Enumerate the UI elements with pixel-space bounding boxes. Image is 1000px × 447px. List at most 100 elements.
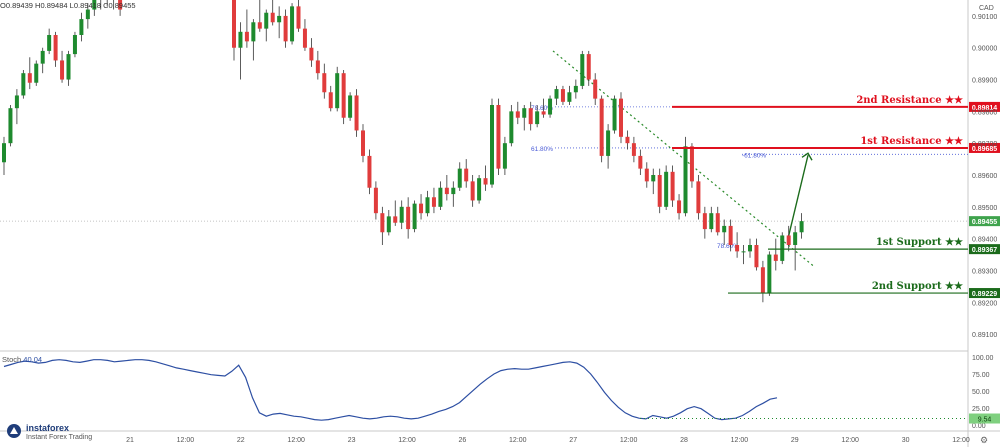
candle-up <box>554 89 559 99</box>
candle-up <box>741 251 746 253</box>
candle-down <box>754 245 759 268</box>
candle-down <box>586 54 591 80</box>
logo-tagline: Instant Forex Trading <box>26 434 93 441</box>
settings-gear-icon: ⚙ <box>980 435 988 445</box>
time-tick-label: 12:00 <box>287 437 305 444</box>
candle-down <box>270 12 275 23</box>
candle-down <box>367 155 372 188</box>
price-tick-label: 0.89200 <box>972 300 997 307</box>
candle-up <box>606 130 611 156</box>
stoch-line <box>3 359 778 421</box>
current-price-tag <box>969 216 1000 227</box>
candle-up <box>567 92 572 102</box>
candle-up <box>477 178 482 201</box>
price-tick-label: 0.89600 <box>972 173 997 180</box>
currency-label: CAD <box>979 5 994 12</box>
time-tick-label: 27 <box>569 437 577 444</box>
candle-down <box>296 6 301 29</box>
candle-down <box>361 130 365 156</box>
high-value: H0.89484 <box>35 1 68 10</box>
forecast-arrow <box>787 155 809 239</box>
price-tag <box>969 101 1000 112</box>
price-tag-label: 0.89367 <box>972 247 997 254</box>
candle-up <box>767 254 772 293</box>
candle-down <box>431 197 436 207</box>
candle-up <box>66 54 71 80</box>
stoch-label: Stoch 40.04 <box>2 355 42 364</box>
current-price-tag-label: 0.89455 <box>972 219 997 226</box>
stoch-tick-label: 25.00 <box>972 406 990 413</box>
candle-up <box>386 216 391 233</box>
candle-down <box>283 15 288 42</box>
candle-up <box>573 85 578 93</box>
logo-icon <box>7 424 21 438</box>
candle-up <box>683 146 688 214</box>
candle-up <box>34 63 39 83</box>
candle-down <box>341 73 346 118</box>
candle-up <box>793 232 798 245</box>
price-tag <box>969 244 1000 255</box>
time-tick-label: 23 <box>348 437 356 444</box>
price-tick-label: 0.89500 <box>972 205 997 212</box>
candle-down <box>760 267 765 293</box>
candle-up <box>277 15 282 23</box>
fib-label: -61.80% <box>742 152 766 159</box>
candle-up <box>290 6 295 42</box>
ohlc-readout: O0.89439 H0.89484 L0.89418 C0.89455 <box>0 1 136 10</box>
candle-down <box>257 22 262 29</box>
candle-down <box>444 187 449 195</box>
candle-down <box>644 168 649 182</box>
candle-down <box>657 175 662 207</box>
candle-down <box>380 213 385 233</box>
time-tick-label: 22 <box>237 437 245 444</box>
candle-up <box>612 98 617 131</box>
candle-down <box>631 143 636 156</box>
candle-up <box>399 206 404 223</box>
candle-down <box>118 0 123 10</box>
time-tick-label: 12:00 <box>398 437 416 444</box>
candle-up <box>348 95 353 118</box>
candle-down <box>773 254 778 261</box>
candle-up <box>79 19 84 35</box>
candle-up <box>502 143 507 169</box>
price-tag-label: 0.89814 <box>972 105 997 112</box>
candle-up <box>8 108 13 144</box>
price-tag-label: 0.89229 <box>972 291 997 298</box>
candle-up <box>264 12 269 29</box>
candle-up <box>580 54 585 86</box>
candle-down <box>483 178 488 185</box>
time-tick-label: 30 <box>902 437 910 444</box>
price-tick-label: 0.89900 <box>972 78 997 85</box>
stoch-marker-label: 9.54 <box>978 417 992 424</box>
price-tick-label: 0.89700 <box>972 141 997 148</box>
support-level-label: 2nd Support ★★ <box>872 281 963 292</box>
time-tick-label: 12:00 <box>841 437 859 444</box>
candle-down <box>599 98 604 156</box>
candle-up <box>457 168 462 188</box>
candle-up <box>412 203 417 230</box>
price-tag-label: 0.89685 <box>972 146 997 153</box>
candle-up <box>509 111 514 144</box>
resistance-level-label: 1st Resistance ★★ <box>860 136 963 147</box>
candle-up <box>238 31 243 48</box>
candle-up <box>799 221 804 233</box>
support-resistance-levels: 2nd Resistance ★★ 0.89814 1st Resistance ★… <box>672 95 1000 299</box>
price-tick-label: 0.90000 <box>972 46 997 53</box>
candle-up <box>522 108 527 118</box>
price-tag <box>969 142 1000 153</box>
candle-down <box>786 235 791 245</box>
candle-up <box>548 98 553 115</box>
resistance-level-label: 2nd Resistance ★★ <box>856 95 963 106</box>
candle-up <box>2 143 6 163</box>
low-value: L0.89418 <box>69 1 101 10</box>
candle-down <box>696 181 701 214</box>
candle-up <box>251 22 256 42</box>
time-tick-label: 28 <box>680 437 688 444</box>
candle-down <box>689 146 694 182</box>
candle-down <box>528 108 533 125</box>
candle-down <box>302 28 307 48</box>
time-tick-label: 26 <box>459 437 467 444</box>
candle-down <box>638 155 643 169</box>
